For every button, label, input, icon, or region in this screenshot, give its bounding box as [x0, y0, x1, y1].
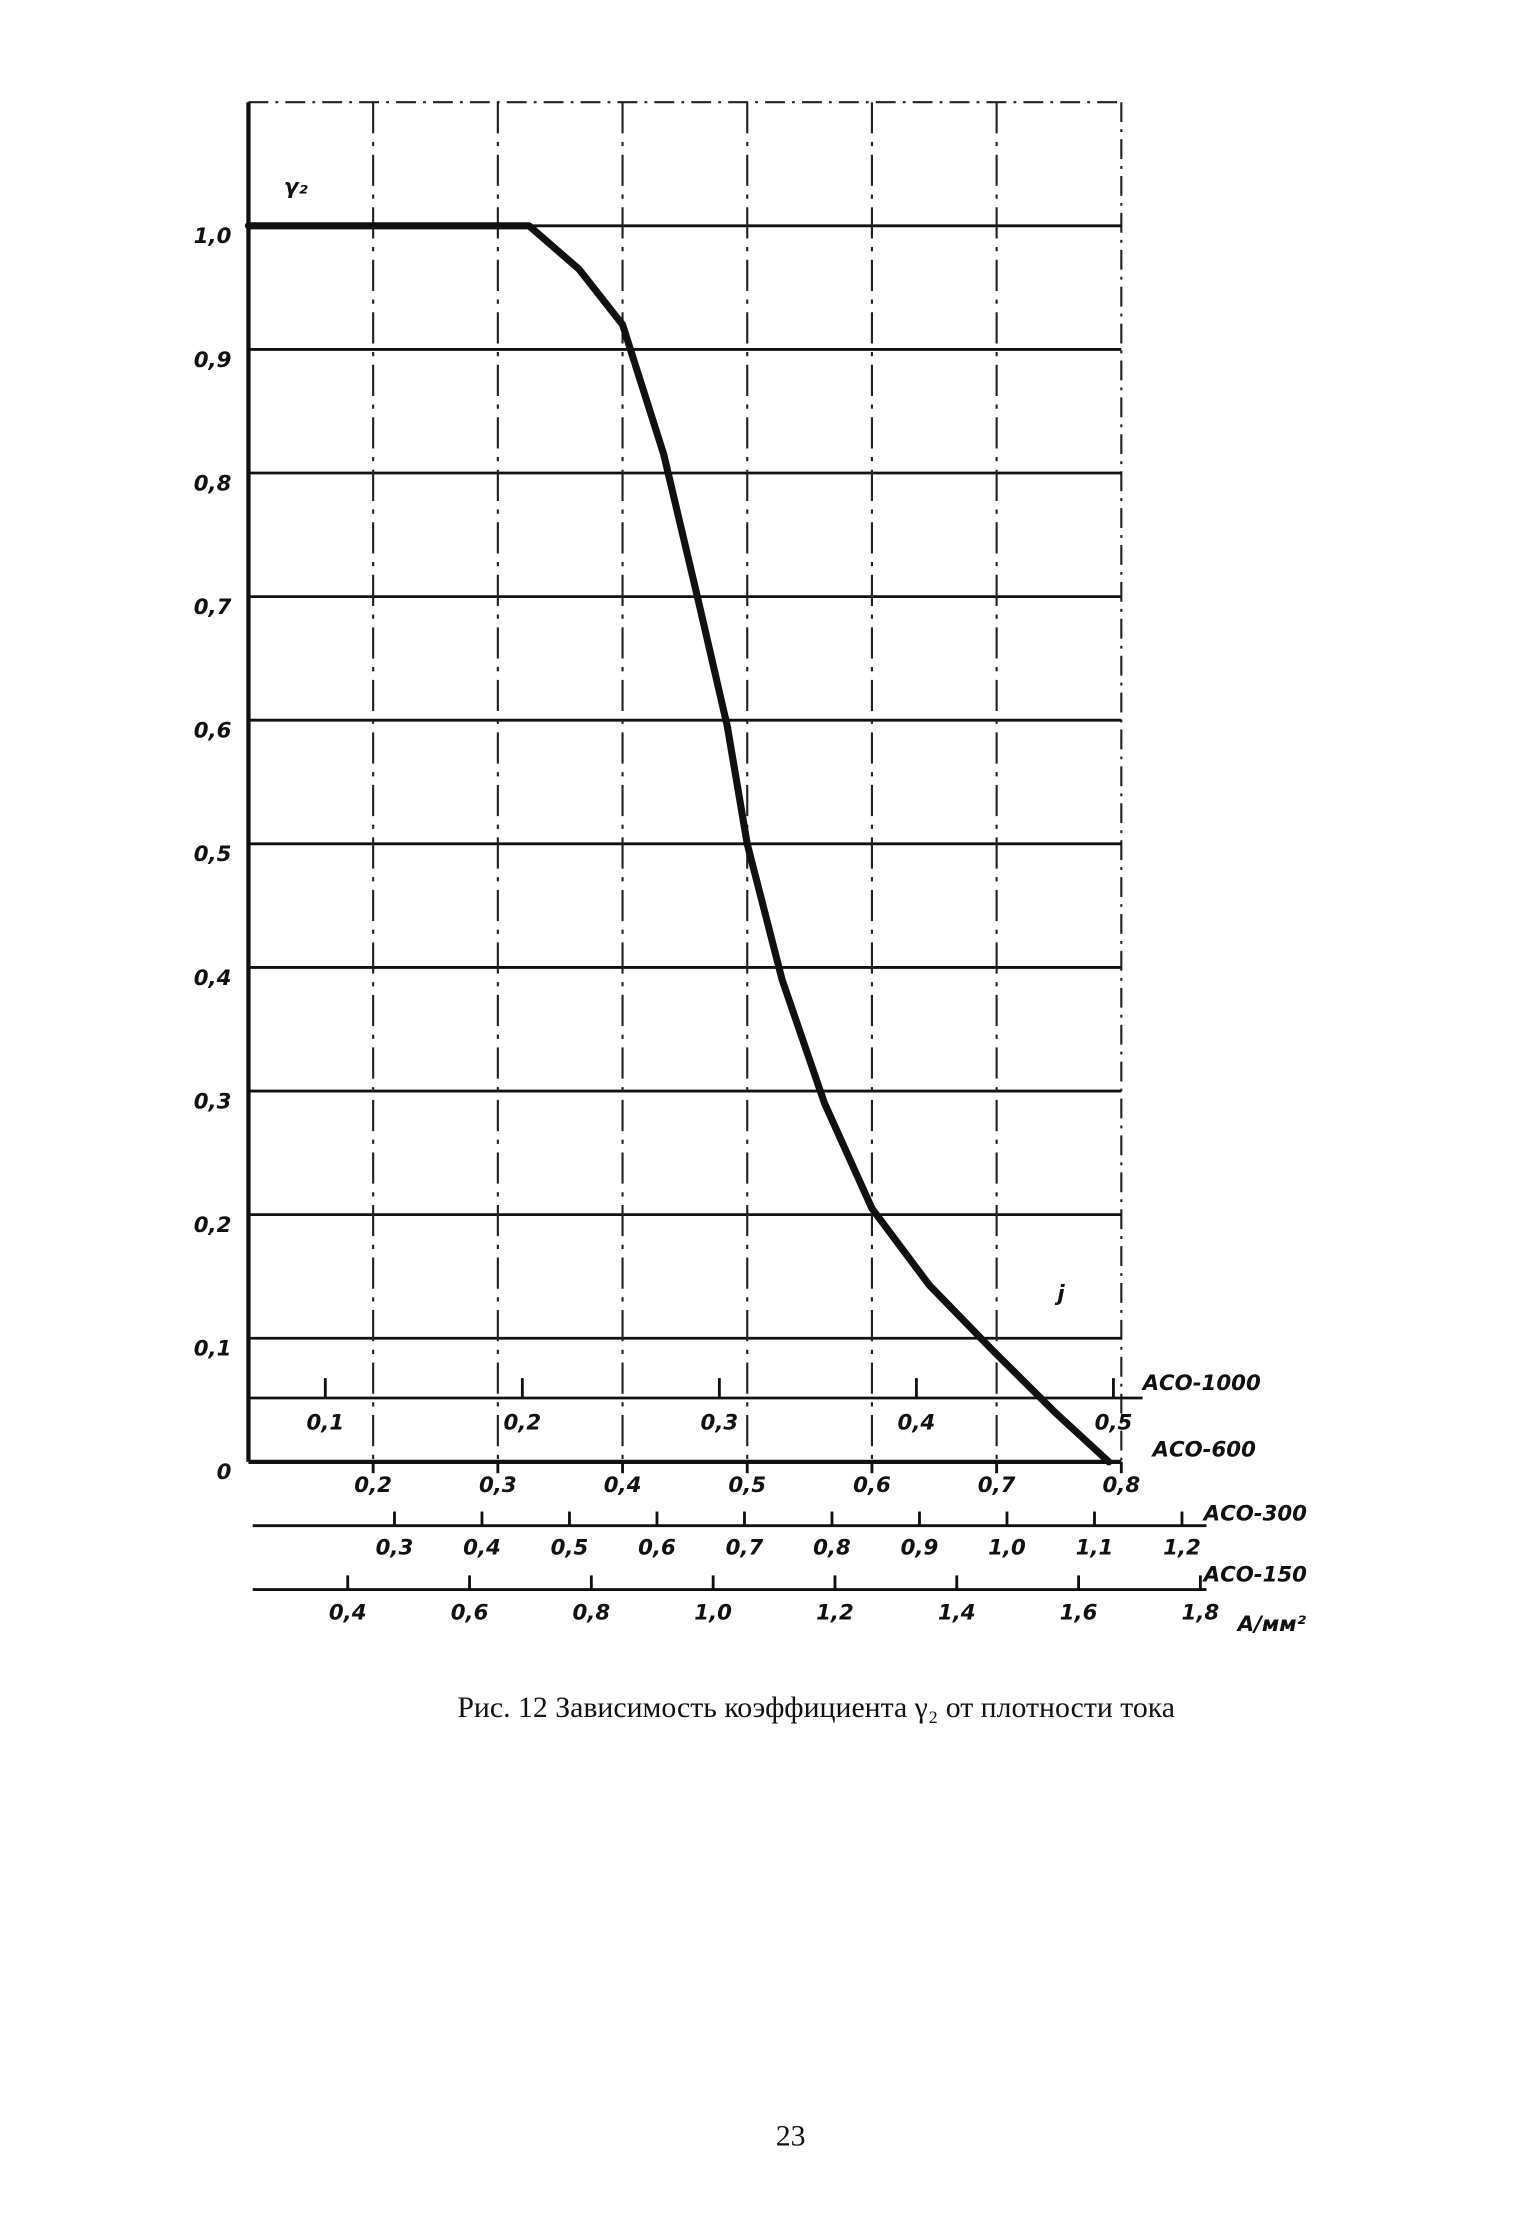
- x-tick-label: 0,6: [853, 1473, 891, 1498]
- caption: Рис. 12 Зависимость коэффициента γ₂ от п…: [457, 1691, 1175, 1724]
- x-tick-label: 0,9: [901, 1535, 939, 1560]
- y-tick-label: 0,7: [194, 595, 232, 620]
- x-tick-label: 0,8: [813, 1535, 851, 1560]
- x-tick-label: 0,5: [1095, 1411, 1133, 1436]
- x-tick-label: 0,8: [573, 1601, 611, 1626]
- x-tick-label: 0,4: [604, 1473, 642, 1498]
- y-tick-label: 0,3: [194, 1089, 232, 1114]
- x-tick-label: 0,6: [638, 1535, 676, 1560]
- axis-name: АСО-300: [1202, 1501, 1308, 1526]
- x-tick-label: 0,7: [726, 1535, 764, 1560]
- x-tick-label: 1,0: [694, 1601, 732, 1626]
- x-tick-label: 0,7: [978, 1473, 1016, 1498]
- axis-name: АСО-1000: [1141, 1371, 1261, 1396]
- y-axis-label: γ₂: [284, 174, 308, 199]
- x-unit: А/мм²: [1236, 1612, 1307, 1637]
- y-tick-label: 0,4: [194, 966, 232, 991]
- x-tick-label: 1,4: [938, 1601, 976, 1626]
- x-tick-label: 0,8: [1102, 1473, 1140, 1498]
- data-line: [244, 222, 1113, 1466]
- x-tick-label: 1,2: [816, 1601, 854, 1626]
- x-tick-label: 0,4: [463, 1535, 501, 1560]
- y-tick-label: 0,5: [194, 842, 232, 867]
- page-number: 23: [776, 2120, 806, 2153]
- x-tick-label: 1,8: [1182, 1601, 1220, 1626]
- y-tick-label: 0,1: [194, 1337, 232, 1362]
- axis-name: АСО-150: [1202, 1562, 1308, 1587]
- x-tick-label: 0,5: [728, 1473, 766, 1498]
- x-tick-label: 1,1: [1076, 1535, 1114, 1560]
- x-tick-label: 0,2: [504, 1411, 542, 1436]
- y-tick-label: 0,8: [194, 471, 232, 496]
- y-tick-label: 1,0: [194, 224, 232, 249]
- x-tick-label: 0,3: [376, 1535, 414, 1560]
- x-tick-label: 0,4: [329, 1601, 367, 1626]
- y-tick-label: 0: [217, 1460, 232, 1485]
- x-tick-label: 0,2: [354, 1473, 392, 1498]
- x-tick-label: 0,5: [551, 1535, 589, 1560]
- x-tick-label: 0,6: [451, 1601, 489, 1626]
- x-tick-label: 0,4: [898, 1411, 936, 1436]
- x-tick-label: 0,3: [701, 1411, 739, 1436]
- x-tick-label: 0,3: [479, 1473, 517, 1498]
- x-tick-label: 1,0: [988, 1535, 1026, 1560]
- y-tick-label: 0,6: [194, 719, 232, 744]
- x-tick-label: 0,1: [306, 1411, 344, 1436]
- y-tick-label: 0,9: [194, 348, 232, 373]
- axis-name: АСО-600: [1151, 1437, 1257, 1462]
- x-tick-label: 1,6: [1060, 1601, 1098, 1626]
- y-tick-label: 0,2: [194, 1213, 232, 1238]
- x-tick-label: 1,2: [1163, 1535, 1201, 1560]
- x-axis-label: j: [1054, 1281, 1065, 1306]
